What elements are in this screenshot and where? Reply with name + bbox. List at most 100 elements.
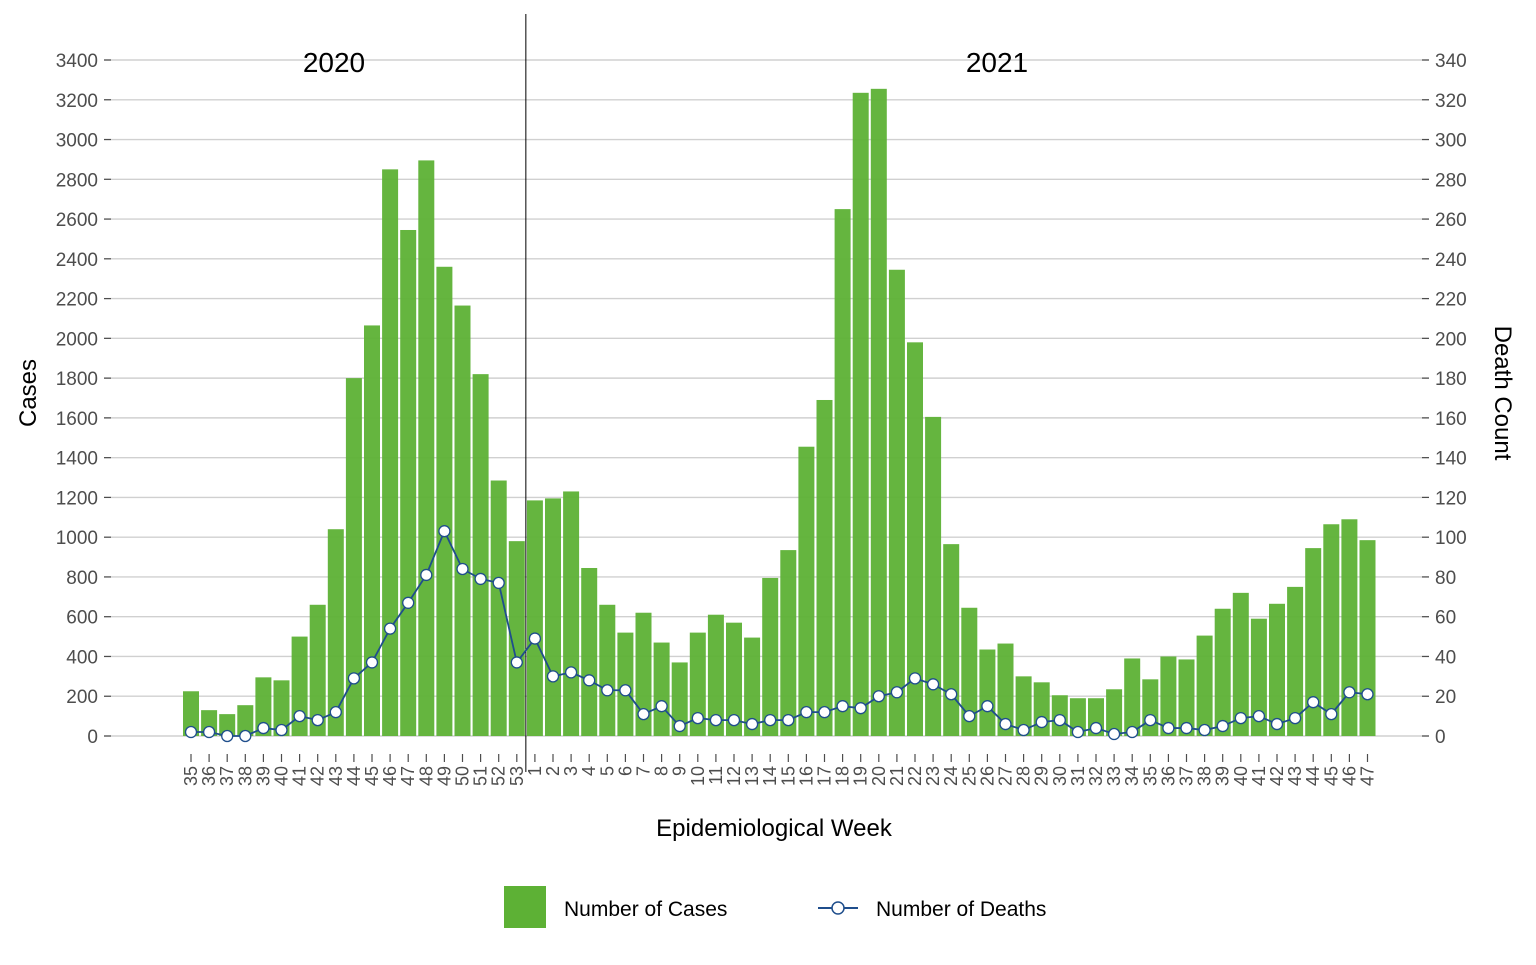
y-tick-label-left: 200 bbox=[66, 687, 98, 708]
y-tick-label-left: 1600 bbox=[56, 409, 98, 430]
death-point bbox=[510, 656, 523, 669]
bar-cases bbox=[1323, 524, 1340, 736]
x-tick-label: 33 bbox=[1104, 766, 1124, 786]
bar-cases bbox=[1287, 586, 1304, 736]
x-tick-label: 40 bbox=[1231, 766, 1251, 786]
y-tick-label-right: 300 bbox=[1435, 131, 1467, 152]
y-tick-label-right: 140 bbox=[1435, 449, 1467, 470]
x-tick-label: 4 bbox=[579, 766, 599, 776]
bar-cases bbox=[364, 325, 380, 736]
y-tick-label-right: 120 bbox=[1435, 488, 1467, 509]
y-tick-label-right: 40 bbox=[1435, 647, 1456, 668]
bar-cases bbox=[581, 567, 598, 736]
x-tick-label: 17 bbox=[815, 766, 835, 786]
y-tick-label-left: 2400 bbox=[56, 250, 98, 271]
bar-cases bbox=[1341, 519, 1358, 736]
y-tick-label-right: 100 bbox=[1435, 528, 1467, 549]
bar-cases bbox=[1359, 540, 1376, 736]
x-tick-label: 8 bbox=[652, 766, 672, 776]
bar-cases bbox=[345, 378, 362, 736]
death-point bbox=[963, 709, 976, 723]
bar-cases bbox=[291, 636, 308, 736]
death-point bbox=[329, 705, 342, 719]
bar-cases bbox=[219, 714, 236, 736]
bar-cases bbox=[689, 632, 706, 736]
y-tick-label-left: 3400 bbox=[56, 51, 98, 72]
deaths-line bbox=[184, 525, 1374, 743]
death-point bbox=[836, 700, 849, 713]
bar-cases bbox=[852, 92, 869, 736]
death-point bbox=[528, 632, 542, 645]
y-tick-label-left: 2000 bbox=[56, 329, 98, 350]
death-point bbox=[1325, 707, 1338, 721]
death-point bbox=[745, 717, 759, 731]
y-tick-label-left: 400 bbox=[66, 647, 98, 668]
death-point bbox=[184, 725, 198, 739]
bar-cases bbox=[925, 416, 942, 736]
death-point bbox=[800, 705, 813, 719]
bar-cases bbox=[1250, 618, 1267, 736]
x-tick-label: 39 bbox=[253, 766, 273, 786]
y-tick-label-left: 2800 bbox=[56, 170, 98, 191]
x-tick-label: 16 bbox=[796, 766, 816, 786]
x-tick-label: 7 bbox=[634, 766, 654, 776]
bar-cases bbox=[726, 622, 742, 736]
y-tick-label-right: 260 bbox=[1435, 210, 1467, 231]
bar-cases bbox=[599, 604, 616, 736]
y-tick-label-left: 1000 bbox=[56, 528, 98, 549]
bar-cases bbox=[816, 399, 833, 736]
x-tick-label: 14 bbox=[760, 766, 780, 786]
death-point bbox=[854, 702, 867, 715]
x-tick-label: 43 bbox=[1285, 766, 1305, 786]
chart-labels: Cases Death Count Epidemiological Week 2… bbox=[15, 47, 1516, 842]
x-axis-title: Epidemiological Week bbox=[656, 815, 893, 842]
bar-cases bbox=[327, 529, 344, 736]
y-tick-label-right: 280 bbox=[1435, 170, 1467, 191]
cases-bars bbox=[183, 88, 1376, 737]
y-tick-label-left: 1200 bbox=[56, 488, 98, 509]
bar-cases bbox=[979, 649, 996, 736]
death-point bbox=[1270, 717, 1284, 731]
x-tick-label: 36 bbox=[199, 766, 219, 786]
x-tick-label: 34 bbox=[1122, 766, 1142, 786]
y-tick-label-right: 180 bbox=[1435, 369, 1467, 390]
bar-cases bbox=[870, 88, 887, 737]
death-point bbox=[673, 719, 686, 733]
x-tick-label: 32 bbox=[1086, 766, 1106, 786]
x-tick-label: 12 bbox=[724, 766, 744, 786]
legend-deaths-label: Number of Deaths bbox=[876, 898, 1046, 921]
x-tick-label: 26 bbox=[977, 766, 997, 786]
y-tick-label-right: 220 bbox=[1435, 290, 1467, 311]
death-point bbox=[202, 725, 216, 739]
legend-cases-label: Number of Cases bbox=[564, 898, 727, 921]
x-tick-label: 29 bbox=[1032, 766, 1052, 786]
bar-cases bbox=[762, 577, 779, 736]
x-tick-label: 11 bbox=[706, 766, 726, 785]
death-point bbox=[691, 711, 704, 725]
death-point bbox=[311, 713, 324, 727]
y-tick-label-right: 200 bbox=[1435, 329, 1467, 350]
death-point bbox=[456, 562, 469, 576]
bar-cases bbox=[382, 169, 399, 737]
bar-cases bbox=[780, 550, 797, 736]
death-point bbox=[1017, 723, 1030, 737]
x-tick-label: 52 bbox=[489, 766, 509, 786]
death-point bbox=[365, 656, 379, 669]
x-tick-label: 23 bbox=[923, 766, 943, 786]
x-tick-label: 37 bbox=[1177, 766, 1197, 786]
bar-cases bbox=[1160, 656, 1177, 736]
bar-cases bbox=[526, 500, 543, 736]
bar-cases bbox=[961, 607, 978, 736]
death-point bbox=[347, 672, 361, 685]
x-tick-label: 44 bbox=[1303, 766, 1323, 786]
death-point bbox=[655, 700, 668, 713]
x-tick-label: 30 bbox=[1050, 766, 1070, 786]
death-point bbox=[420, 568, 433, 582]
x-tick-label: 47 bbox=[398, 766, 418, 786]
x-tick-label: 27 bbox=[996, 766, 1016, 786]
death-point bbox=[583, 674, 596, 687]
y-tick-label-left: 2200 bbox=[56, 290, 98, 311]
bar-cases bbox=[563, 491, 580, 736]
y-tick-label-left: 2600 bbox=[56, 210, 98, 231]
death-point bbox=[1361, 688, 1374, 701]
